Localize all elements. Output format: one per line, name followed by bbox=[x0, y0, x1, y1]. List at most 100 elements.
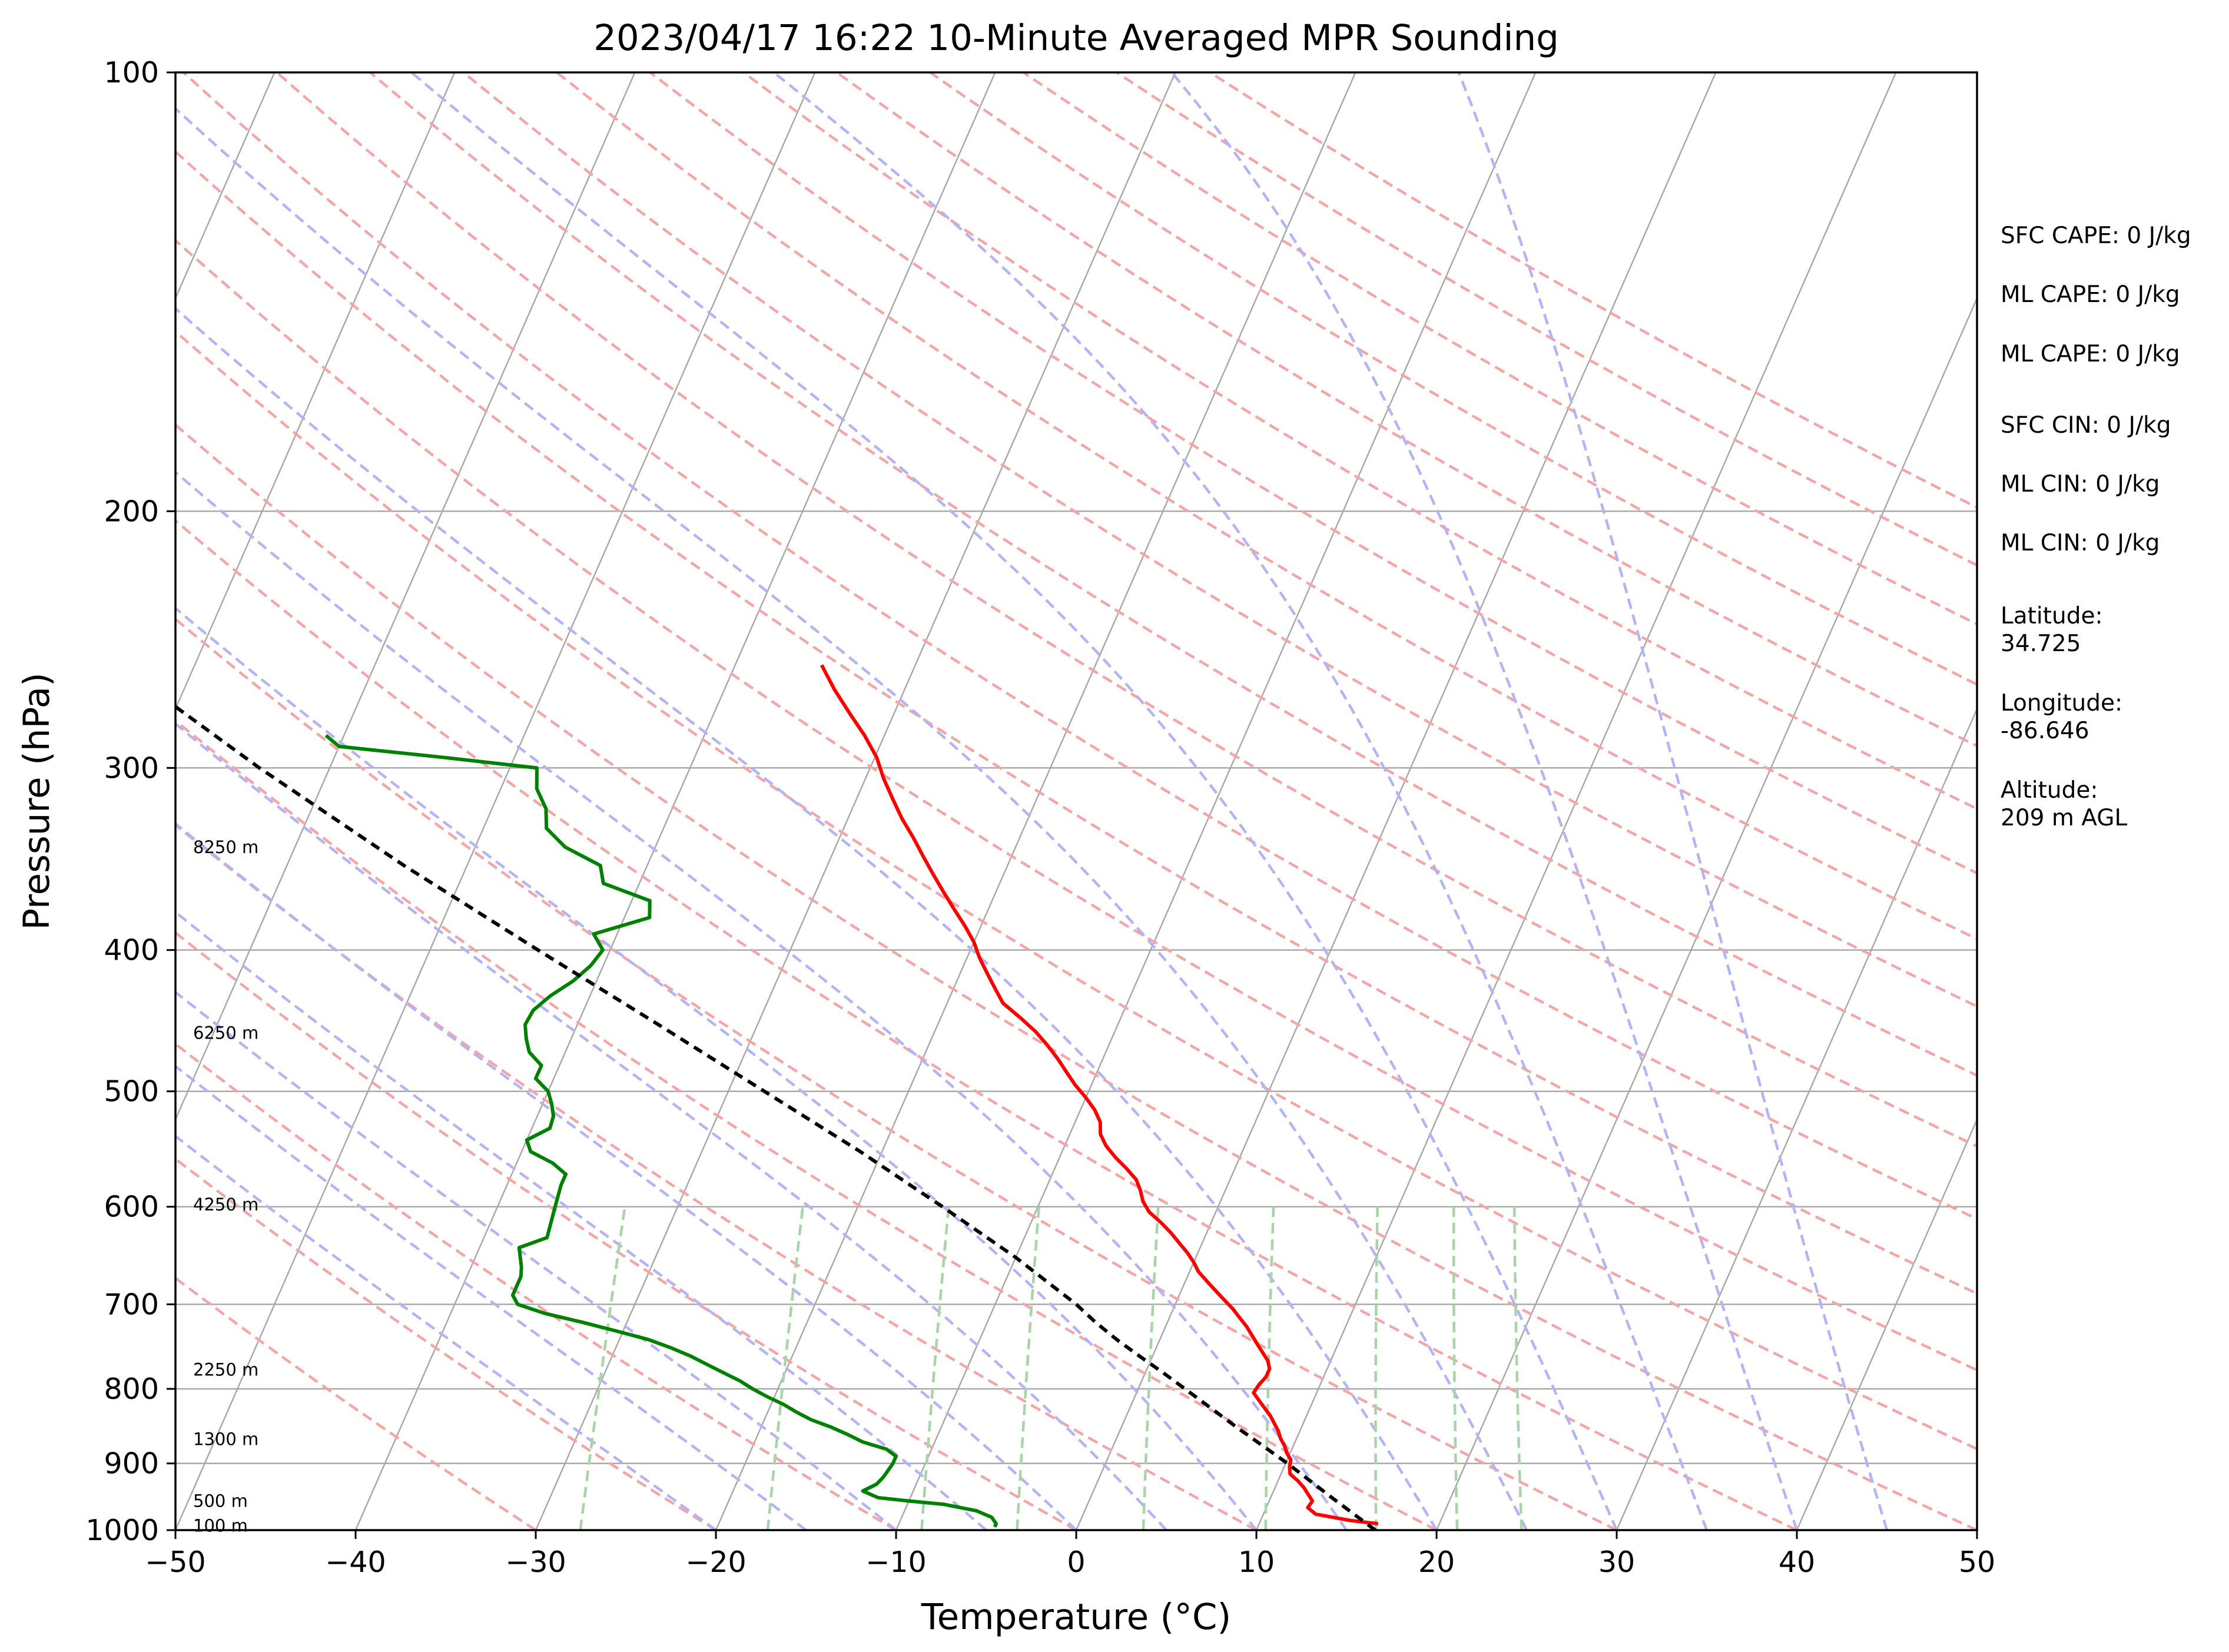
dry-adiabat-line bbox=[462, 72, 1977, 1008]
mixing-ratio-line bbox=[1142, 1206, 1160, 1530]
latitude-value: 34.725 bbox=[2001, 631, 2081, 657]
stat-ml-cape-2: ML CAPE: 0 J/kg bbox=[2001, 341, 2180, 367]
y-tick-label: 400 bbox=[104, 934, 159, 967]
stat-ml-cin: ML CIN: 0 J/kg bbox=[2001, 471, 2160, 497]
dry-adiabat-line bbox=[175, 1276, 537, 1530]
isotherm-line bbox=[175, 72, 456, 711]
dry-adiabat-line bbox=[556, 72, 1977, 941]
background-lines bbox=[175, 72, 1977, 1530]
altitude-value: 209 m AGL bbox=[2001, 805, 2127, 831]
latitude-label: Latitude: bbox=[2001, 603, 2103, 629]
y-tick-label: 800 bbox=[104, 1372, 159, 1406]
y-tick-label: 200 bbox=[104, 495, 159, 528]
height-label: 2250 m bbox=[193, 1359, 258, 1379]
y-tick-label: 600 bbox=[104, 1190, 159, 1224]
moist-adiabat-line bbox=[175, 990, 897, 1530]
plot-frame bbox=[174, 71, 1978, 1531]
x-tick-label: −20 bbox=[685, 1545, 746, 1579]
moist-adiabat-line bbox=[773, 72, 1709, 1530]
side-panel: SFC CAPE: 0 J/kg ML CAPE: 0 J/kg ML CAPE… bbox=[2001, 223, 2191, 831]
stat-sfc-cape: SFC CAPE: 0 J/kg bbox=[2001, 223, 2191, 249]
dewpoint-profile-line bbox=[324, 734, 998, 1528]
dry-adiabat-line bbox=[276, 72, 1977, 1148]
height-label: 100 m bbox=[193, 1515, 248, 1535]
moist-adiabat-line bbox=[175, 107, 1528, 1530]
height-labels: 8250 m 6250 m 4250 m 2250 m 1300 m 500 m 100 m bbox=[193, 837, 258, 1536]
isotherm-line bbox=[535, 72, 1176, 1530]
isotherm-line bbox=[1255, 72, 1897, 1530]
dry-adiabat-line bbox=[649, 72, 1977, 875]
isotherm-line bbox=[175, 72, 636, 1122]
parcel-profile-line bbox=[175, 704, 1376, 1530]
isotherm-line bbox=[1616, 707, 1977, 1530]
height-label: 8250 m bbox=[193, 837, 258, 857]
stat-ml-cape: ML CAPE: 0 J/kg bbox=[2001, 281, 2180, 308]
dry-adiabat-lines bbox=[175, 72, 1977, 1530]
longitude-label: Longitude: bbox=[2001, 690, 2122, 716]
mixing-ratio-line bbox=[579, 1206, 626, 1530]
x-axis-label: Temperature (°C) bbox=[921, 1596, 1231, 1638]
moist-adiabat-line bbox=[175, 1064, 807, 1530]
y-tick-label: 100 bbox=[104, 56, 159, 89]
dry-adiabat-line bbox=[175, 238, 1977, 1372]
height-label: 1300 m bbox=[193, 1429, 258, 1449]
stat-sfc-cin: SFC CIN: 0 J/kg bbox=[2001, 412, 2171, 439]
isotherm-line bbox=[175, 72, 816, 1530]
chart-title: 2023/04/17 16:22 10-Minute Averaged MPR … bbox=[593, 17, 1559, 59]
moist-adiabat-line bbox=[175, 606, 1258, 1530]
dry-adiabat-line bbox=[1209, 72, 1977, 509]
x-tick-label: −40 bbox=[325, 1545, 386, 1579]
x-tick-label: −10 bbox=[865, 1545, 926, 1579]
longitude-value: -86.646 bbox=[2001, 718, 2089, 744]
dry-adiabat-line bbox=[742, 72, 1977, 811]
isotherm-line bbox=[354, 72, 996, 1530]
mixing-ratio-line bbox=[920, 1206, 950, 1530]
x-tick-label: 40 bbox=[1779, 1545, 1815, 1579]
y-tick-label: 700 bbox=[104, 1288, 159, 1321]
isotherm-line bbox=[715, 72, 1356, 1530]
moist-adiabat-line bbox=[410, 72, 1618, 1530]
y-tick-label: 500 bbox=[104, 1075, 159, 1109]
moist-adiabat-line bbox=[175, 1134, 717, 1530]
height-label: 6250 m bbox=[193, 1023, 258, 1043]
mixing-ratio-lines bbox=[579, 1206, 1523, 1530]
x-tick-label: 50 bbox=[1959, 1545, 1995, 1579]
dry-adiabat-line bbox=[175, 150, 1977, 1295]
mixing-ratio-line bbox=[1512, 1206, 1523, 1530]
dry-adiabat-line bbox=[175, 329, 1977, 1451]
isotherm-line bbox=[1075, 72, 1717, 1530]
height-label: 500 m bbox=[193, 1491, 248, 1511]
dry-adiabat-line bbox=[175, 617, 1618, 1530]
isotherm-line bbox=[895, 72, 1537, 1530]
dry-adiabat-line bbox=[369, 72, 1977, 1077]
moist-adiabat-line bbox=[175, 822, 1077, 1530]
moist-adiabat-lines bbox=[175, 72, 1889, 1530]
y-tick-label: 300 bbox=[104, 751, 159, 785]
profile-lines bbox=[175, 664, 1379, 1530]
x-tick-label: −30 bbox=[505, 1545, 566, 1579]
dry-adiabat-line bbox=[1116, 72, 1977, 567]
dry-adiabat-line bbox=[175, 423, 1977, 1530]
dry-adiabat-line bbox=[835, 72, 1977, 748]
mixing-ratio-line bbox=[1264, 1206, 1275, 1530]
dry-adiabat-line bbox=[175, 519, 1797, 1530]
x-tick-label: 0 bbox=[1067, 1545, 1085, 1579]
mixing-ratio-line bbox=[1016, 1206, 1040, 1530]
dry-adiabat-line bbox=[175, 823, 1258, 1530]
stat-ml-cin-2: ML CIN: 0 J/kg bbox=[2001, 530, 2160, 556]
x-tick-label: 20 bbox=[1418, 1545, 1455, 1579]
dry-adiabat-line bbox=[175, 931, 1077, 1530]
dry-adiabat-line bbox=[183, 72, 1977, 1220]
moist-adiabat-line bbox=[175, 470, 1348, 1530]
x-tick-label: −50 bbox=[145, 1545, 205, 1579]
x-tick-label: 10 bbox=[1238, 1545, 1275, 1579]
x-tick-label: 30 bbox=[1598, 1545, 1635, 1579]
mixing-ratio-line bbox=[1452, 1206, 1459, 1530]
x-axis-ticks: −50 −40 −30 −20 −10 0 10 20 30 40 50 bbox=[145, 1530, 1995, 1579]
dry-adiabat-line bbox=[175, 718, 1438, 1530]
y-tick-label: 900 bbox=[104, 1447, 159, 1481]
mixing-ratio-line bbox=[766, 1206, 804, 1530]
mixing-ratio-line bbox=[1374, 1206, 1379, 1530]
y-axis-ticks: 100 200 300 400 500 600 700 800 900 1000 bbox=[85, 56, 175, 1547]
altitude-label: Altitude: bbox=[2001, 777, 2098, 804]
